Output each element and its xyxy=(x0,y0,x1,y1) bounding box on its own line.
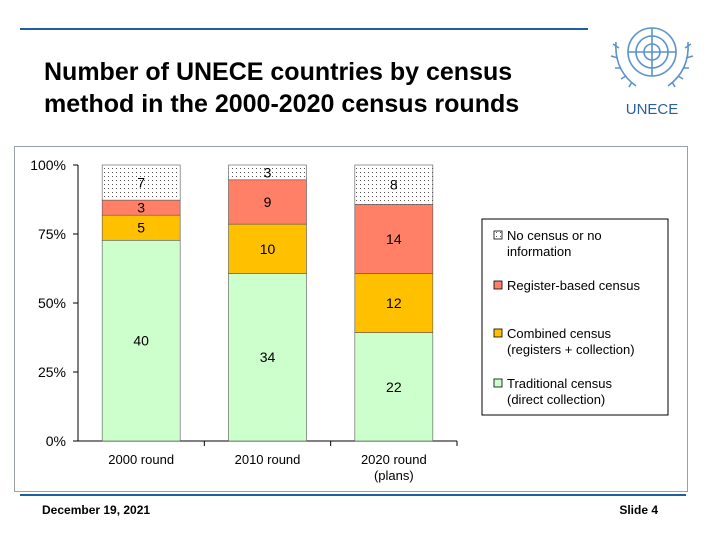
y-tick-label: 0% xyxy=(46,433,66,449)
logo-text: UNECE xyxy=(626,101,679,118)
bar-segment xyxy=(228,164,307,181)
bar-segment xyxy=(101,214,181,241)
slide-title: Number of UNECE countries by census meth… xyxy=(44,56,594,120)
data-label: 3 xyxy=(264,164,272,180)
top-rule xyxy=(20,28,588,30)
data-label: 7 xyxy=(137,175,145,191)
bottom-rule xyxy=(20,494,686,496)
x-category-label: 2000 round xyxy=(108,452,174,467)
data-label: 10 xyxy=(260,241,276,257)
un-logo: UNECE xyxy=(606,12,698,124)
x-category-label: (plans) xyxy=(374,468,414,483)
bar-segment xyxy=(228,223,307,274)
legend-label: Combined census xyxy=(507,326,612,341)
data-label: 14 xyxy=(386,231,402,247)
x-category-label: 2020 round xyxy=(361,452,427,467)
bar-segment xyxy=(354,164,434,205)
legend-label: No census or no xyxy=(507,228,602,243)
footer-date: December 19, 2021 xyxy=(42,503,151,517)
bar-segment xyxy=(101,164,181,201)
bar-segment xyxy=(228,179,307,225)
legend-label: information xyxy=(507,244,571,259)
data-label: 22 xyxy=(386,379,402,395)
slide-title-line-1: Number of UNECE countries by census xyxy=(44,58,513,86)
data-label: 12 xyxy=(386,295,402,311)
bar-segment xyxy=(101,239,181,442)
y-tick-label: 25% xyxy=(38,364,66,380)
legend-swatch xyxy=(493,378,503,388)
bar-segment xyxy=(228,273,307,442)
stacked-bar-chart: 0% 25% 50% 75% 100% 2000 round 2010 round 2020 … xyxy=(30,157,669,483)
bar-segment xyxy=(354,332,434,442)
data-label: 8 xyxy=(390,177,398,193)
y-tick-label: 75% xyxy=(38,226,66,242)
data-label: 34 xyxy=(260,349,276,365)
y-tick-label: 100% xyxy=(30,157,66,173)
legend-label: Register-based census xyxy=(507,278,640,293)
x-category-label: 2010 round xyxy=(235,452,301,467)
data-label: 5 xyxy=(137,220,145,236)
legend-label: (registers + collection) xyxy=(507,342,635,357)
data-label: 40 xyxy=(133,333,149,349)
legend-label: Traditional census xyxy=(507,376,613,391)
data-label: 3 xyxy=(137,200,145,216)
chart-frame: 0% 25% 50% 75% 100% 2000 round 2010 round 2020 … xyxy=(14,146,688,492)
legend-box xyxy=(481,218,669,416)
legend-swatch xyxy=(493,328,503,338)
bar-segment xyxy=(354,204,434,274)
data-label: 9 xyxy=(264,194,272,210)
legend-swatch xyxy=(493,280,503,290)
slide-title-line-2: method in the 2000-2020 census rounds xyxy=(44,90,520,118)
y-tick-label: 50% xyxy=(38,295,66,311)
legend-swatch xyxy=(493,230,503,240)
legend-label: (direct collection) xyxy=(507,392,605,407)
slide-number: Slide 4 xyxy=(619,503,658,517)
un-emblem-icon: UNECE xyxy=(610,27,694,118)
